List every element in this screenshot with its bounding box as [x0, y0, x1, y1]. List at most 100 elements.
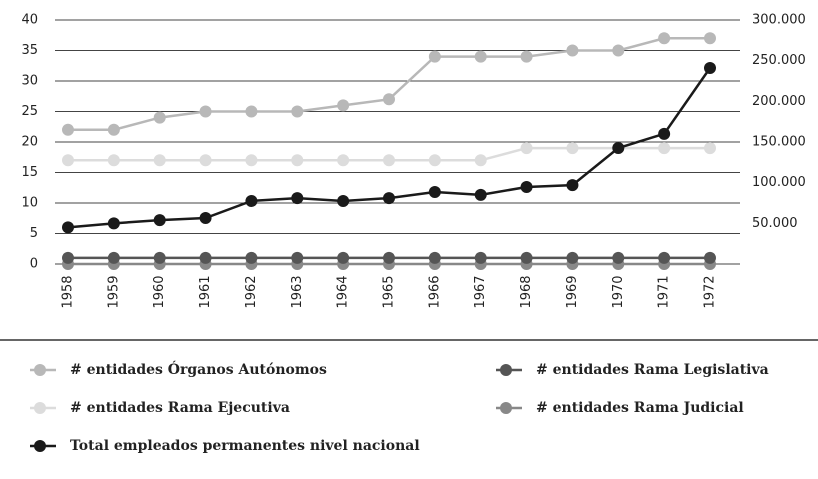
series-point: [245, 251, 258, 264]
y-tick-label: 10: [21, 196, 38, 211]
series-point: [566, 179, 579, 192]
series-point: [566, 44, 579, 57]
y-tick-label: 35: [21, 43, 38, 58]
series-point: [199, 251, 212, 264]
series-point: [337, 251, 350, 264]
legend-label: # entidades Rama Ejecutiva: [70, 400, 290, 416]
legend-marker: [500, 364, 512, 376]
y-tick-label: 40: [21, 13, 38, 28]
series-point: [199, 212, 212, 225]
series-point: [291, 154, 304, 167]
x-tick-label: 1961: [198, 275, 213, 308]
legend-marker: [500, 402, 512, 414]
series-point: [107, 154, 120, 167]
series-point: [428, 251, 441, 264]
legend-label: # entidades Rama Legislativa: [536, 362, 769, 378]
series-point: [428, 50, 441, 63]
series-point: [383, 93, 395, 106]
y2-tick-label: 300.000: [752, 13, 806, 28]
series-point: [337, 99, 350, 112]
series-point: [62, 251, 74, 264]
legend-label: Total empleados permanentes nivel nacion…: [70, 438, 420, 454]
x-tick-label: 1963: [290, 275, 305, 308]
series-point: [704, 61, 716, 74]
series-point: [383, 192, 395, 205]
series-point: [383, 154, 395, 167]
x-tick-label: 1964: [336, 275, 351, 308]
series-point: [291, 192, 304, 205]
series-point: [612, 44, 625, 57]
series-point: [658, 142, 671, 155]
y-tick-label: 20: [21, 135, 38, 150]
x-tick-label: 1971: [657, 275, 672, 308]
series-point: [474, 154, 487, 167]
x-tick-label: 1962: [244, 275, 259, 308]
y-tick-label: 15: [21, 165, 38, 180]
series-point: [704, 32, 716, 45]
series-point: [520, 251, 533, 264]
series-point: [153, 111, 166, 124]
series-point: [199, 154, 212, 167]
series-point: [612, 142, 625, 155]
series-point: [428, 186, 441, 199]
x-tick-label: 1965: [382, 275, 397, 308]
series-point: [520, 50, 533, 63]
series-point: [566, 251, 579, 264]
series-point: [153, 251, 166, 264]
x-tick-label: 1969: [565, 275, 580, 308]
x-tick-label: 1970: [611, 275, 626, 308]
series-point: [520, 142, 533, 155]
series-point: [62, 154, 74, 167]
series-point: [291, 105, 304, 118]
x-tick-label: 1967: [473, 275, 488, 308]
series-point: [658, 127, 671, 140]
series-point: [245, 105, 258, 118]
series-point: [520, 180, 533, 193]
y-tick-label: 30: [21, 74, 38, 89]
series-point: [704, 142, 716, 155]
x-tick-label: 1958: [61, 275, 76, 308]
series-point: [383, 251, 395, 264]
series-point: [153, 154, 166, 167]
legend-marker: [34, 364, 46, 376]
series-point: [291, 251, 304, 264]
y2-tick-label: 250.000: [752, 53, 806, 68]
series-point: [245, 154, 258, 167]
series-point: [337, 154, 350, 167]
series-point: [474, 188, 487, 201]
y-tick-label: 25: [21, 104, 38, 119]
x-tick-label: 1972: [703, 275, 718, 308]
y2-tick-label: 150.000: [752, 135, 806, 150]
legend-label: # entidades Rama Judicial: [536, 400, 744, 416]
y2-tick-label: 50.000: [752, 216, 798, 231]
x-tick-label: 1966: [427, 275, 442, 308]
y-tick-label: 0: [30, 257, 38, 272]
series-point: [658, 251, 671, 264]
series-point: [337, 194, 350, 207]
series-point: [658, 32, 671, 45]
legend-label: # entidades Órganos Autónomos: [70, 360, 327, 378]
series-point: [474, 251, 487, 264]
series-point: [566, 142, 579, 155]
legend-marker: [34, 440, 46, 452]
y2-tick-label: 100.000: [752, 175, 806, 190]
series-point: [107, 251, 120, 264]
series-point: [153, 214, 166, 227]
series-point: [612, 251, 625, 264]
y2-tick-label: 200.000: [752, 94, 806, 109]
legend-marker: [34, 402, 46, 414]
x-tick-label: 1960: [152, 275, 167, 308]
series-point: [704, 251, 716, 264]
series-point: [107, 123, 120, 136]
series-point: [474, 50, 487, 63]
x-tick-label: 1959: [106, 275, 121, 308]
series-point: [62, 123, 74, 136]
series-point: [199, 105, 212, 118]
series-point: [245, 194, 258, 207]
y-tick-label: 5: [30, 226, 38, 241]
series-point: [107, 217, 120, 230]
series-point: [428, 154, 441, 167]
series-point: [62, 221, 74, 234]
x-tick-label: 1968: [519, 275, 534, 308]
